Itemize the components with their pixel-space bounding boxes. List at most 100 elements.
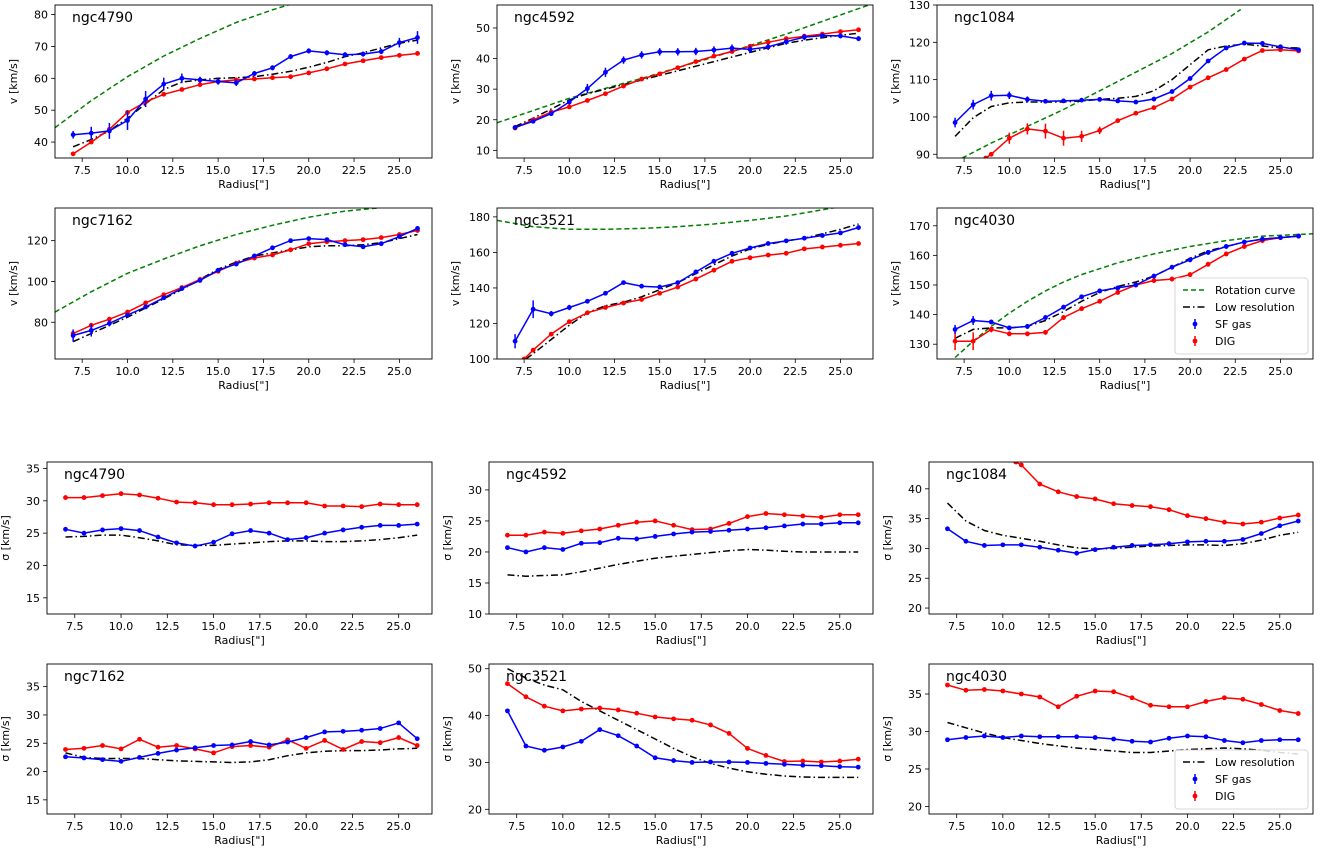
- data-point-dig: [801, 246, 807, 252]
- data-point-sf: [1000, 735, 1006, 740]
- data-point-dig: [359, 739, 365, 744]
- series-line-sf: [65, 722, 418, 763]
- x-tick-label: 17.5: [1133, 164, 1158, 177]
- data-point-sf: [137, 754, 142, 760]
- x-tick-label: 7.5: [73, 164, 91, 177]
- data-point-dig: [211, 750, 216, 756]
- x-tick-label: 10.0: [557, 365, 582, 378]
- panel-ngc3521-dispersion: 7.5 10.0 12.5 15.0 17.5 20.0 22.5 25.0 20 30 40 50 R…: [441, 663, 874, 847]
- plot-area: [945, 682, 1301, 755]
- data-point-sf: [288, 238, 294, 244]
- data-point-sf: [378, 241, 384, 247]
- y-axis-label: σ [km/s]: [881, 716, 894, 762]
- x-tick-label: 7.5: [955, 164, 973, 177]
- y-tick-label: 30: [908, 726, 922, 739]
- data-point-dig: [1203, 699, 1209, 704]
- data-point-sf: [1074, 734, 1080, 740]
- x-tick-label: 22.5: [1221, 820, 1246, 833]
- y-axis-label: σ [km/s]: [881, 515, 894, 561]
- data-point-dig: [597, 526, 603, 532]
- data-point-sf: [1187, 76, 1193, 81]
- data-point-sf: [340, 728, 346, 734]
- data-point-sf: [726, 759, 732, 765]
- y-tick-label: 50: [476, 22, 490, 35]
- data-point-sf: [675, 280, 681, 286]
- data-point-sf: [560, 547, 566, 552]
- data-point-sf: [396, 40, 402, 46]
- data-point-dig: [359, 504, 365, 510]
- data-point-dig: [639, 297, 645, 302]
- data-point-sf: [819, 33, 825, 38]
- x-tick-label: 7.5: [948, 820, 966, 833]
- data-point-sf: [359, 524, 365, 530]
- panel-ngc1084-velocity: 7.5 10.0 12.5 15.0 17.5 20.0 22.5 25.0 90 100 110 1…: [889, 0, 1314, 191]
- data-point-sf: [584, 86, 590, 91]
- data-point-sf: [657, 284, 663, 290]
- x-tick-label: 12.5: [602, 164, 627, 177]
- legend-label-dig: DIG: [1215, 790, 1235, 803]
- data-point-dig: [560, 708, 566, 714]
- data-point-sf: [838, 33, 843, 39]
- data-point-sf: [548, 111, 554, 117]
- data-point-sf: [63, 754, 68, 760]
- data-point-dig: [615, 522, 621, 528]
- data-point-sf: [763, 525, 769, 531]
- data-point-sf: [306, 236, 312, 242]
- y-tick-label: 40: [34, 136, 48, 149]
- data-point-sf: [88, 328, 94, 333]
- series-line-low: [514, 32, 859, 128]
- data-point-sf: [125, 312, 130, 318]
- data-point-sf: [1223, 244, 1229, 249]
- data-point-sf: [229, 742, 235, 748]
- data-point-dig: [1006, 135, 1012, 141]
- data-point-sf: [414, 521, 420, 527]
- y-tick-label: 20: [468, 546, 482, 559]
- panel-title: ngc7162: [72, 213, 133, 229]
- data-point-dig: [652, 714, 658, 720]
- data-point-sf: [118, 526, 124, 532]
- series-line-rot: [497, 208, 837, 231]
- x-tick-label: 15.0: [647, 164, 672, 177]
- data-point-dig: [1295, 512, 1301, 518]
- data-point-dig: [657, 290, 663, 296]
- x-tick-label: 17.5: [693, 164, 718, 177]
- data-point-sf: [359, 727, 365, 733]
- legend-marker-dig: [1192, 793, 1198, 799]
- plot-area: [945, 462, 1301, 556]
- data-point-dig: [1129, 503, 1135, 508]
- data-point-sf: [615, 535, 621, 541]
- data-point-sf: [800, 762, 806, 768]
- series-line-low: [954, 43, 1299, 137]
- data-point-dig: [396, 52, 402, 58]
- data-point-sf: [342, 242, 348, 248]
- x-tick-label: 15.0: [201, 820, 226, 833]
- data-point-dig: [174, 499, 179, 505]
- panel-ngc1084-dispersion: 7.5 10.0 12.5 15.0 17.5 20.0 22.5 25.0 20 25 30 35 4…: [881, 461, 1314, 647]
- data-point-dig: [765, 252, 771, 258]
- data-point-sf: [800, 521, 806, 527]
- panel-title: ngc4592: [514, 10, 575, 26]
- data-point-sf: [211, 539, 216, 545]
- data-point-dig: [693, 276, 699, 282]
- data-point-sf: [377, 522, 383, 528]
- data-point-sf: [1187, 257, 1193, 263]
- data-point-sf: [324, 237, 330, 243]
- data-point-dig: [837, 512, 843, 518]
- data-point-dig: [530, 347, 536, 353]
- data-point-sf: [63, 526, 68, 532]
- plot-area: [55, 208, 420, 343]
- data-point-dig: [1115, 118, 1121, 124]
- data-point-dig: [603, 305, 608, 310]
- data-point-sf: [597, 540, 603, 546]
- data-point-sf: [634, 743, 640, 749]
- data-point-sf: [652, 534, 658, 539]
- axes-frame: [46, 663, 433, 815]
- data-point-dig: [818, 514, 824, 520]
- x-axis-label: Radius["]: [218, 379, 269, 392]
- data-point-sf: [603, 290, 608, 296]
- axes-frame: [928, 461, 1314, 615]
- data-point-sf: [1133, 282, 1139, 288]
- y-tick-label: 140: [469, 282, 490, 295]
- x-tick-label: 7.5: [508, 820, 526, 833]
- data-point-sf: [1205, 250, 1211, 255]
